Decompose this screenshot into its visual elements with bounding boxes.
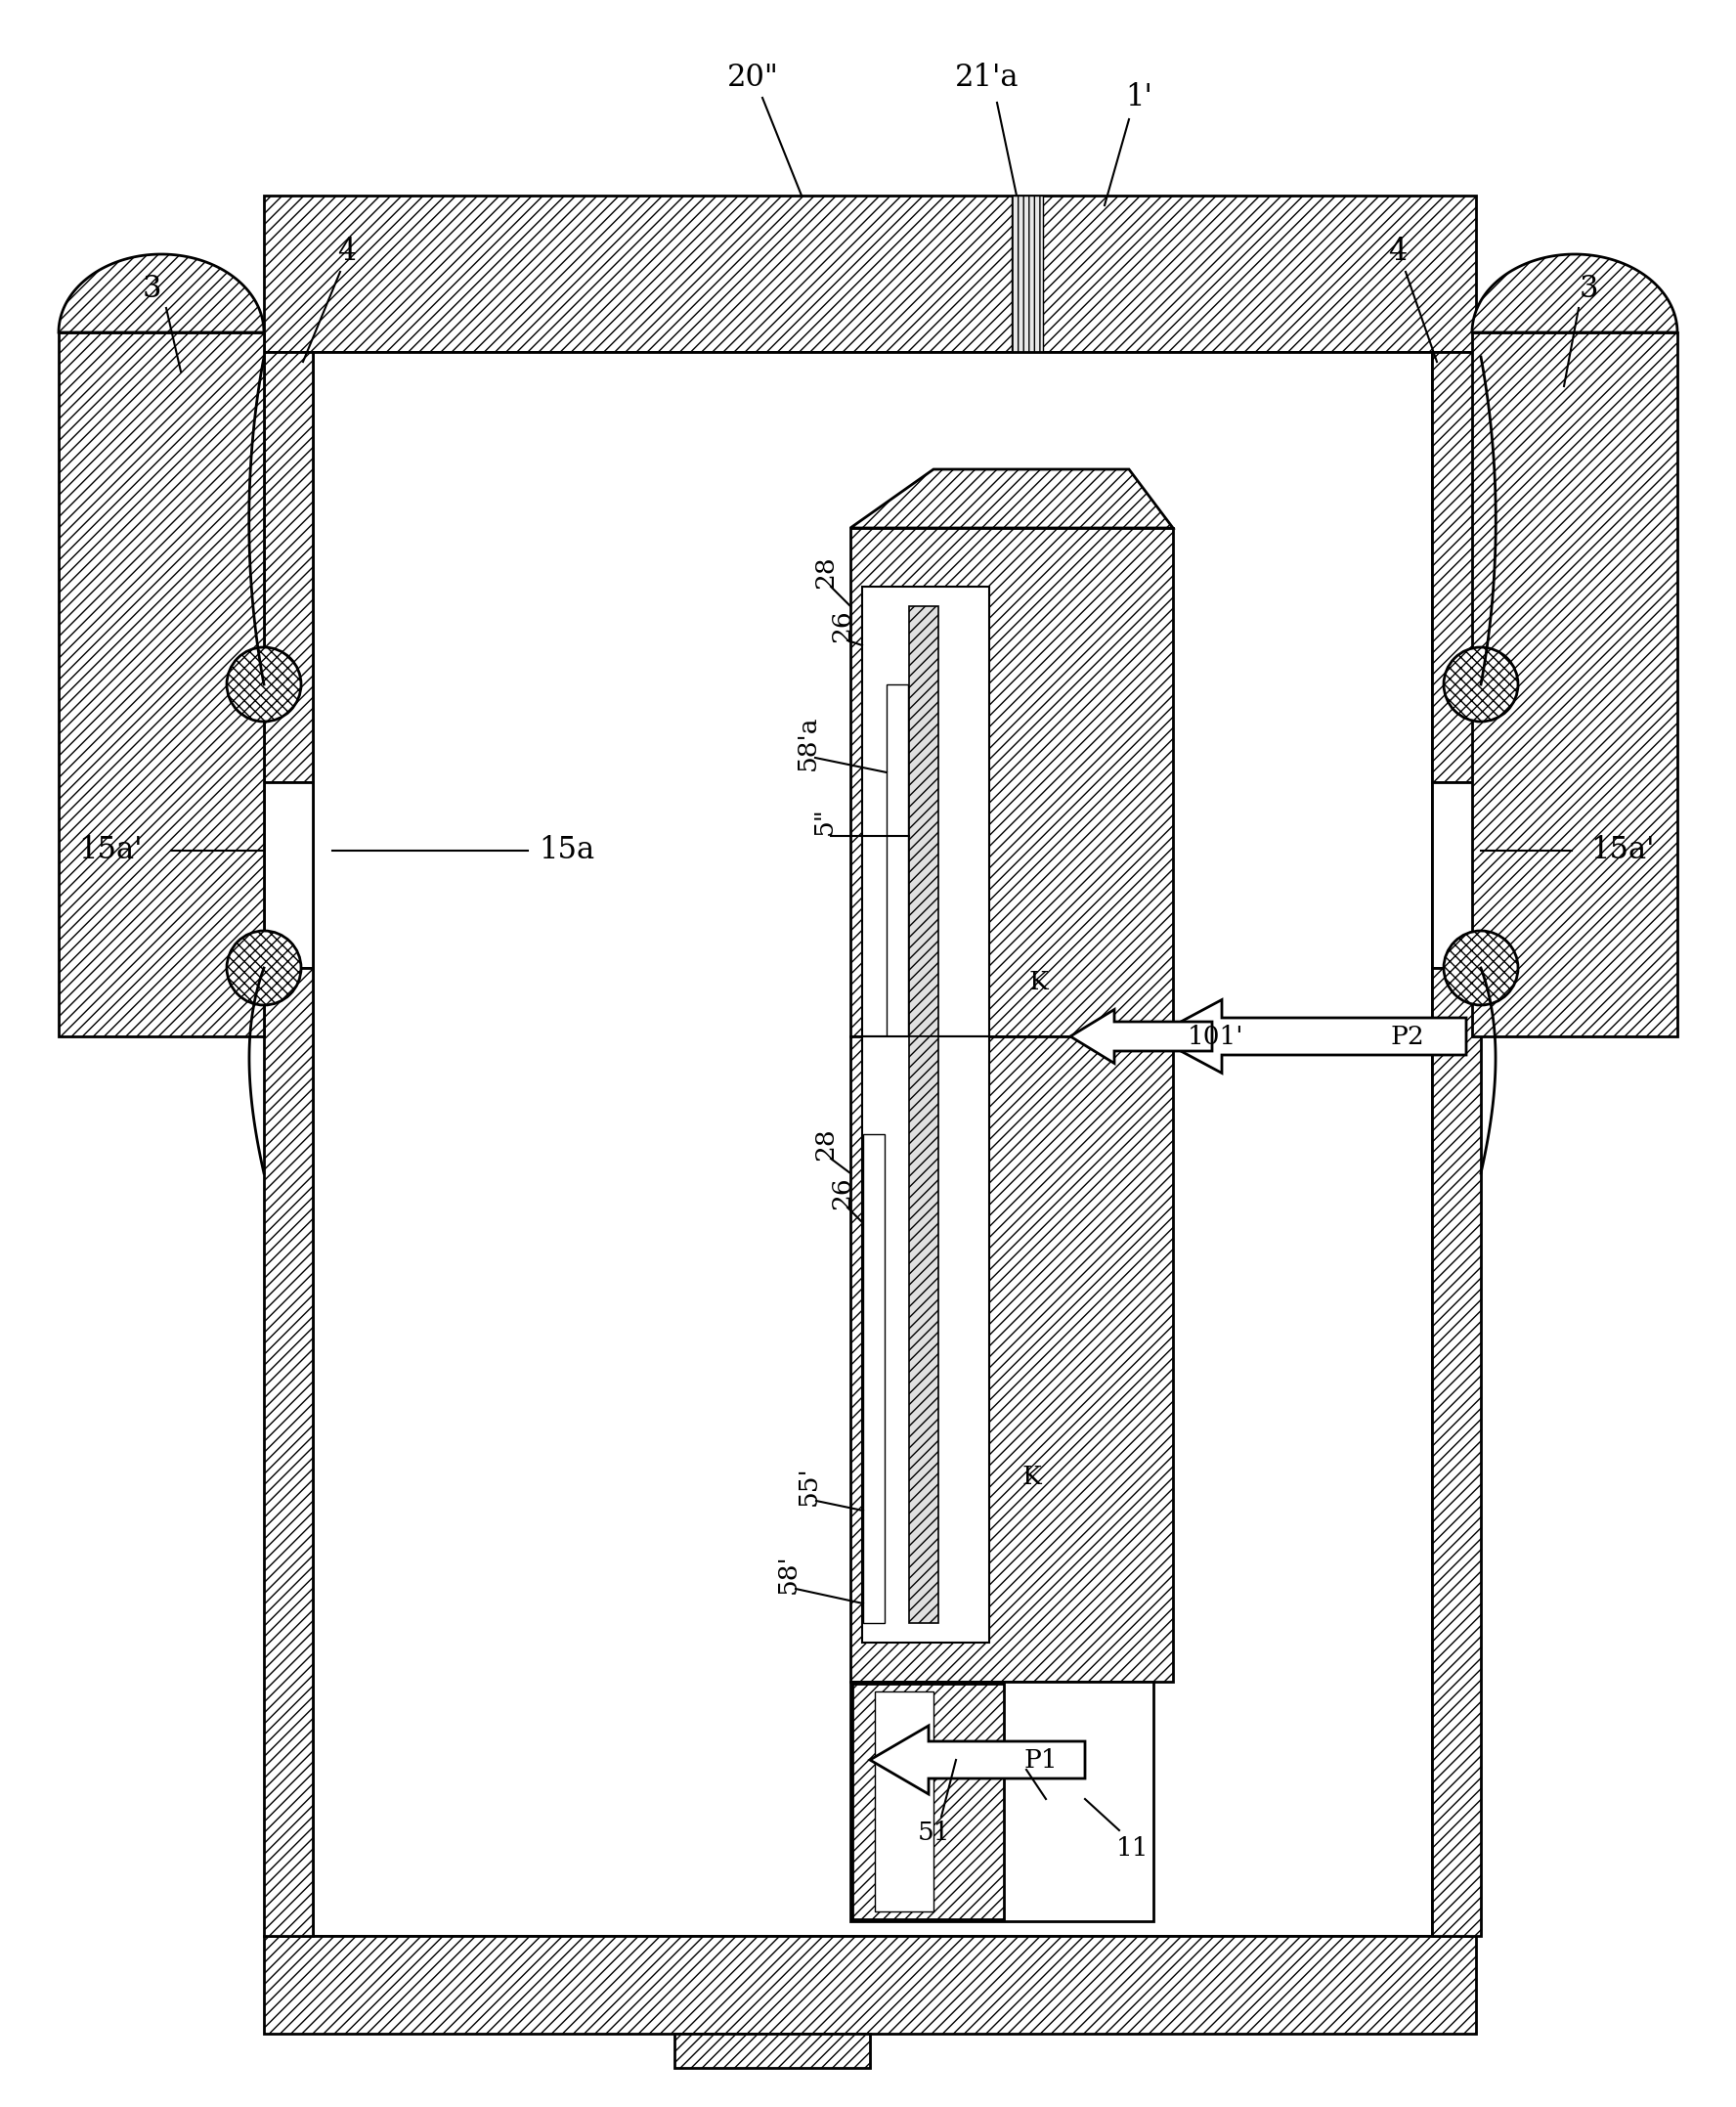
Text: 51: 51	[917, 1820, 950, 1846]
Circle shape	[227, 647, 300, 721]
Bar	[863, 1134, 885, 1622]
Text: 4: 4	[337, 238, 356, 268]
Bar	[264, 352, 312, 782]
Bar	[1432, 967, 1481, 1936]
Bar	[264, 1936, 1476, 2033]
Bar	[1472, 333, 1677, 1037]
Polygon shape	[1071, 1009, 1212, 1064]
Bar	[675, 2033, 870, 2067]
Polygon shape	[851, 470, 1174, 529]
Bar	[887, 685, 908, 1037]
Circle shape	[1444, 647, 1517, 721]
Text: 1': 1'	[1125, 82, 1153, 114]
Text: 58': 58'	[776, 1555, 800, 1595]
Text: 58'a: 58'a	[795, 716, 819, 771]
Text: P2: P2	[1391, 1024, 1425, 1049]
Bar	[59, 333, 264, 1037]
Polygon shape	[1472, 255, 1677, 333]
Text: 15a': 15a'	[78, 836, 142, 866]
Bar	[851, 1681, 1153, 1922]
Bar	[1432, 782, 1481, 967]
Bar	[910, 607, 939, 1037]
Bar	[1432, 352, 1481, 782]
Bar	[875, 1692, 934, 1911]
Text: 4: 4	[1389, 238, 1408, 268]
Text: 26: 26	[830, 1176, 854, 1209]
Bar	[1012, 196, 1043, 352]
Text: K: K	[1021, 1464, 1042, 1488]
Text: 28: 28	[814, 556, 838, 588]
Bar	[264, 967, 312, 1936]
Text: 26: 26	[830, 609, 854, 643]
Bar	[851, 1037, 1174, 1681]
Text: 55': 55'	[797, 1466, 821, 1507]
Bar	[910, 1037, 939, 1622]
Bar	[852, 1683, 1003, 1919]
Bar	[264, 782, 312, 967]
Circle shape	[1444, 931, 1517, 1005]
Text: 101': 101'	[1187, 1024, 1243, 1049]
Text: 11: 11	[1116, 1835, 1147, 1860]
Text: 3: 3	[142, 274, 161, 303]
Polygon shape	[1153, 999, 1467, 1072]
Bar	[312, 352, 1432, 1936]
Polygon shape	[870, 1726, 1085, 1795]
Text: 28: 28	[814, 1127, 838, 1161]
Text: 20": 20"	[727, 63, 778, 93]
Bar	[851, 529, 1174, 1037]
Circle shape	[227, 931, 300, 1005]
Text: 5": 5"	[812, 807, 837, 834]
Text: 3: 3	[1578, 274, 1597, 303]
Text: 15a': 15a'	[1590, 836, 1654, 866]
Bar	[264, 196, 1476, 352]
Text: P1: P1	[1024, 1747, 1057, 1772]
Text: 21'a: 21'a	[955, 63, 1019, 93]
Polygon shape	[59, 255, 264, 333]
Bar	[863, 586, 990, 1037]
Text: K: K	[1028, 971, 1049, 995]
Text: 15a: 15a	[538, 836, 595, 866]
Bar	[863, 1037, 990, 1643]
